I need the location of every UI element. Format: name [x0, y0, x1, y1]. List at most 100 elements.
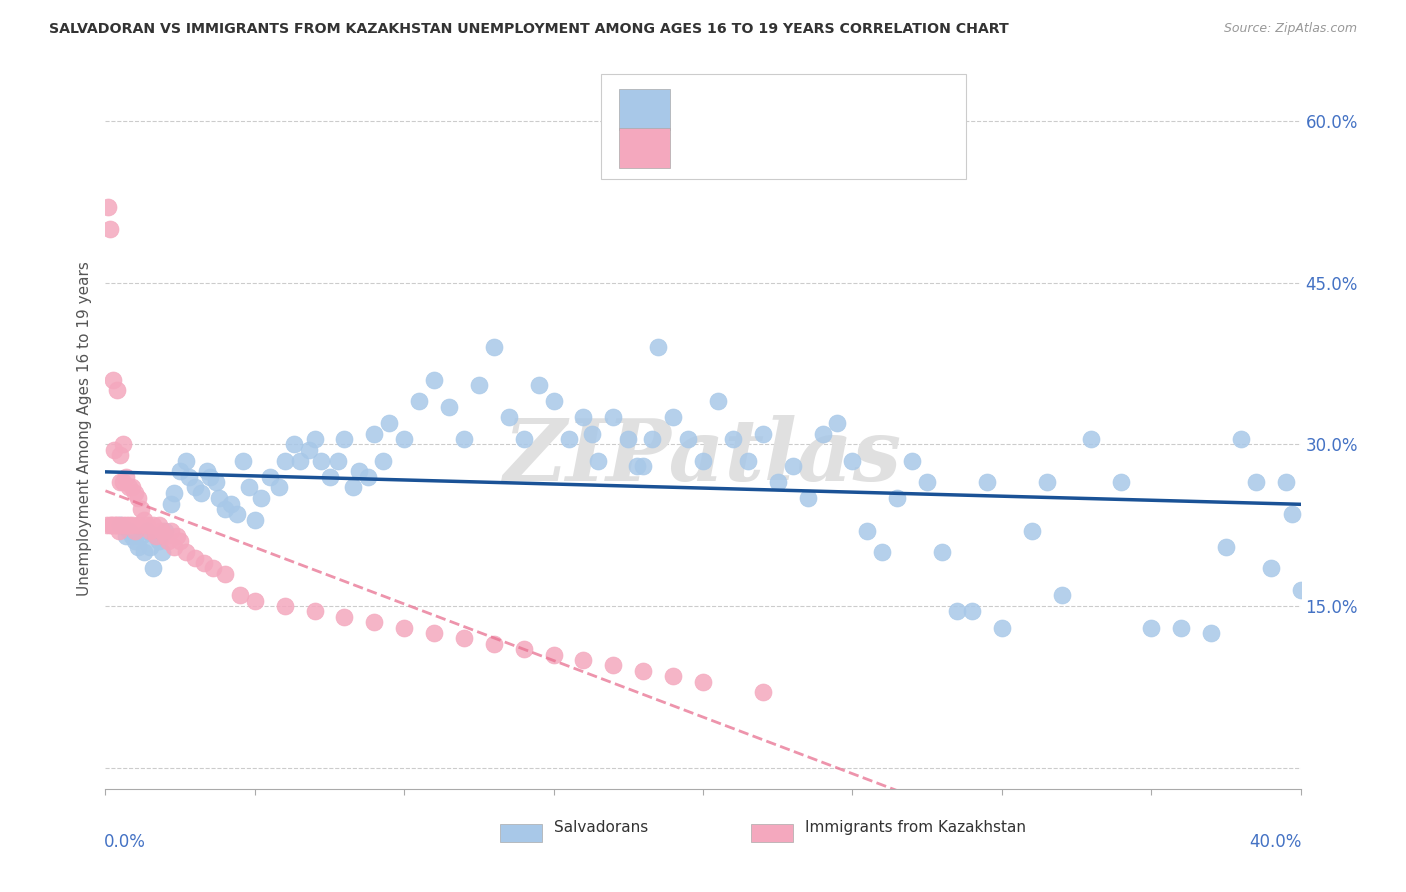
Point — [115, 518, 138, 533]
Point — [97, 200, 120, 214]
Point — [617, 432, 640, 446]
Point — [527, 378, 550, 392]
Point — [145, 529, 167, 543]
FancyBboxPatch shape — [751, 823, 793, 842]
Point — [134, 545, 156, 559]
Point — [692, 453, 714, 467]
Point — [163, 540, 186, 554]
Point — [581, 426, 603, 441]
Point — [103, 518, 125, 533]
Point — [633, 664, 655, 678]
Point — [572, 653, 595, 667]
Point — [298, 442, 321, 457]
Point — [155, 524, 177, 538]
Text: ZIPatlas: ZIPatlas — [503, 416, 903, 499]
Text: 40.0%: 40.0% — [1250, 833, 1302, 851]
Point — [468, 378, 491, 392]
Point — [118, 524, 141, 538]
Y-axis label: Unemployment Among Ages 16 to 19 years: Unemployment Among Ages 16 to 19 years — [76, 260, 91, 596]
Point — [193, 556, 215, 570]
Point — [482, 340, 505, 354]
FancyBboxPatch shape — [602, 74, 966, 179]
Point — [110, 518, 132, 533]
Point — [827, 416, 849, 430]
Point — [124, 524, 146, 538]
Point — [453, 432, 475, 446]
Text: N =: N = — [799, 96, 848, 114]
Point — [160, 497, 183, 511]
Point — [363, 615, 385, 630]
Point — [214, 566, 236, 581]
Text: 65: 65 — [866, 135, 889, 153]
Point — [373, 453, 395, 467]
Point — [110, 475, 132, 489]
Point — [148, 518, 170, 533]
Point — [250, 491, 273, 506]
Point — [766, 475, 789, 489]
Point — [1229, 432, 1253, 446]
Point — [100, 518, 122, 533]
Point — [423, 626, 446, 640]
Point — [134, 513, 156, 527]
Point — [408, 394, 430, 409]
Point — [110, 448, 132, 462]
Point — [543, 648, 565, 662]
Point — [195, 464, 218, 478]
Point — [283, 437, 305, 451]
Point — [166, 529, 188, 543]
Point — [960, 605, 983, 619]
Point — [101, 373, 124, 387]
Point — [190, 486, 212, 500]
Point — [243, 513, 266, 527]
Point — [1215, 540, 1237, 554]
Point — [662, 410, 685, 425]
Point — [288, 453, 311, 467]
Point — [482, 637, 505, 651]
Point — [1199, 626, 1222, 640]
Point — [100, 518, 122, 533]
Point — [990, 621, 1012, 635]
Point — [121, 518, 143, 533]
Text: R =: R = — [685, 135, 723, 153]
Point — [602, 658, 624, 673]
Point — [886, 491, 908, 506]
FancyBboxPatch shape — [619, 89, 669, 129]
Point — [205, 475, 228, 489]
Point — [437, 400, 460, 414]
Text: 0.078: 0.078 — [733, 96, 782, 114]
Point — [232, 453, 254, 467]
Point — [139, 524, 162, 538]
Point — [98, 221, 121, 235]
Point — [121, 480, 143, 494]
Point — [676, 432, 699, 446]
Text: Salvadorans: Salvadorans — [554, 820, 648, 835]
Point — [1289, 582, 1312, 597]
Point — [259, 469, 281, 483]
Point — [304, 605, 326, 619]
Point — [214, 502, 236, 516]
Point — [202, 561, 225, 575]
Point — [243, 593, 266, 607]
Point — [841, 453, 863, 467]
Point — [349, 464, 371, 478]
Point — [118, 518, 141, 533]
Point — [513, 642, 536, 657]
Point — [1281, 508, 1303, 522]
Point — [115, 529, 138, 543]
Point — [174, 545, 197, 559]
Point — [139, 540, 162, 554]
Point — [142, 561, 165, 575]
FancyBboxPatch shape — [619, 128, 669, 168]
Text: SALVADORAN VS IMMIGRANTS FROM KAZAKHSTAN UNEMPLOYMENT AMONG AGES 16 TO 19 YEARS : SALVADORAN VS IMMIGRANTS FROM KAZAKHSTAN… — [49, 22, 1010, 37]
Point — [1244, 475, 1267, 489]
Text: -0.018: -0.018 — [733, 135, 789, 153]
Point — [737, 453, 759, 467]
Point — [129, 502, 153, 516]
Point — [1035, 475, 1057, 489]
Point — [155, 529, 177, 543]
Point — [304, 432, 326, 446]
Point — [273, 453, 295, 467]
Point — [124, 486, 146, 500]
Point — [1260, 561, 1282, 575]
Point — [626, 458, 648, 473]
